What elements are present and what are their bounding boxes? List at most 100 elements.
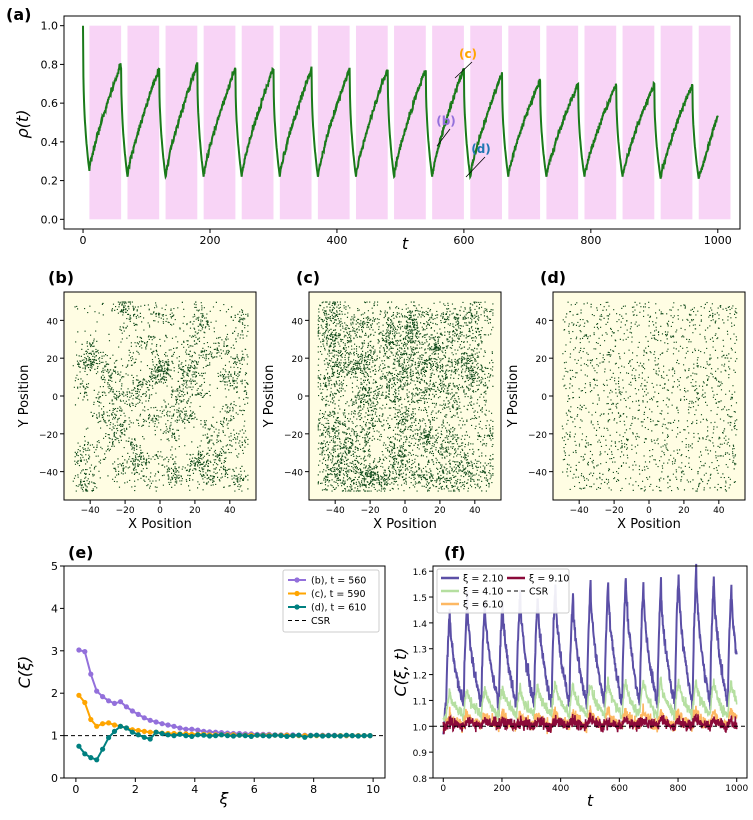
series-point-0 [94, 688, 100, 694]
series-point-2 [230, 733, 236, 739]
shaded-interval [432, 25, 464, 220]
shaded-interval [165, 25, 198, 220]
panel-b-scatter: −40 −20 0 20 40 −40 −20 0 20 40 X Position Y Positi… [17, 291, 257, 532]
y-axis-label: C(ξ, t) [391, 647, 410, 696]
legend-box [436, 568, 570, 614]
y-tick-label: 0 [51, 772, 58, 785]
series-point-0 [117, 699, 124, 705]
x-axis-label: t [587, 791, 594, 810]
y-tick-label: 40 [536, 317, 548, 327]
y-tick-label: 1.0 [41, 20, 59, 33]
series-point-2 [106, 735, 112, 741]
series-point-2 [355, 733, 361, 739]
series-point-0 [135, 711, 141, 718]
series-point-0 [111, 700, 118, 707]
axes-frame [63, 15, 741, 230]
series-point-0 [153, 719, 159, 725]
series-point-2 [331, 733, 338, 739]
annotation-label: (d) [471, 142, 491, 156]
x-tick-label: 40 [713, 506, 725, 516]
panel-label-c: (c) [296, 268, 320, 287]
series-point-2 [159, 730, 165, 737]
series-point-0 [106, 698, 112, 704]
series-point-0 [177, 725, 183, 731]
y-tick-label: 1.3 [413, 646, 427, 656]
series-point-2 [361, 733, 367, 739]
y-tick-label: 0.0 [41, 213, 59, 226]
y-tick-label: 0.6 [41, 97, 59, 110]
series-point-2 [129, 729, 135, 735]
axes-frame [63, 565, 386, 779]
y-tick-label: 1.4 [413, 620, 428, 630]
x-axis-label: ξ [219, 789, 230, 808]
x-tick-label: 400 [326, 234, 347, 247]
y-tick-label: 1.1 [413, 697, 427, 707]
y-axis-label: C(ξ) [15, 656, 34, 689]
y-axis-label: Y Position [262, 365, 277, 429]
series-point-0 [123, 704, 129, 710]
series-point-2 [266, 733, 272, 739]
x-tick-label: −40 [570, 506, 589, 516]
y-tick-label: −20 [39, 431, 58, 441]
x-tick-label: 800 [669, 784, 686, 794]
x-tick-label: 40 [469, 506, 481, 516]
scatter-points [317, 301, 494, 492]
x-tick-label: 0 [72, 783, 79, 796]
x-tick-label: 200 [493, 784, 510, 794]
legend-swatch-marker [294, 577, 300, 583]
panel-label-b: (b) [48, 268, 74, 287]
y-tick-label: 40 [47, 317, 59, 327]
series-point-2 [224, 733, 231, 739]
series-point-2 [183, 733, 189, 739]
y-axis-label: Y Position [506, 365, 521, 429]
y-axis-label: ρ(t) [13, 110, 32, 139]
series-point-2 [260, 733, 266, 739]
shaded-interval [241, 25, 274, 220]
legend-label: CSR [311, 616, 331, 627]
y-axis-label: Y Position [17, 365, 32, 429]
series-point-2 [302, 734, 308, 740]
x-tick-label: 2 [132, 783, 139, 796]
y-tick-label: 1 [51, 730, 58, 743]
panel-label-a: (a) [6, 5, 31, 24]
annotation-arrow [465, 156, 486, 178]
series-point-2 [218, 732, 225, 738]
shaded-interval [394, 25, 426, 220]
y-tick-label: −20 [528, 431, 547, 441]
series-point-2 [195, 732, 201, 738]
x-axis-label: X Position [617, 517, 681, 532]
series-point-0 [183, 726, 189, 732]
rho-series-line [82, 25, 719, 181]
series-point-2 [141, 734, 147, 740]
annotation-label: (b) [436, 114, 456, 128]
y-tick-label: 20 [47, 355, 59, 365]
y-tick-label: 0.9 [413, 749, 428, 759]
y-tick-label: 1.2 [413, 672, 427, 682]
y-tick-label: 0.2 [41, 175, 59, 188]
y-tick-label: 20 [292, 355, 304, 365]
x-tick-label: 8 [310, 783, 317, 796]
x-tick-label: 10 [366, 783, 380, 796]
series-point-1 [76, 692, 82, 698]
series-point-1 [94, 723, 100, 729]
y-tick-label: 4 [51, 602, 58, 615]
x-tick-label: 1000 [725, 784, 748, 794]
series-point-1 [147, 729, 153, 735]
legend-label: (b), t = 560 [311, 576, 366, 587]
series-point-2 [82, 751, 88, 757]
series-point-2 [242, 733, 248, 739]
x-tick-label: 600 [611, 784, 628, 794]
x-tick-label: −20 [605, 506, 624, 516]
panel-f-plot: 0 200 400 600 800 1000 0.8 0.9 1.0 1.1 1.2 1.3 1.4 1.… [391, 563, 748, 810]
series-point-1 [88, 716, 94, 723]
series-point-2 [284, 733, 290, 740]
series-point-2 [165, 732, 171, 738]
series-point-1 [111, 722, 118, 728]
shaded-interval [279, 25, 312, 220]
series-point-2 [100, 746, 106, 752]
annotation-arrow [454, 61, 473, 79]
series-point-2 [325, 733, 332, 739]
series-point-2 [88, 755, 94, 761]
series-line-3 [442, 712, 738, 735]
